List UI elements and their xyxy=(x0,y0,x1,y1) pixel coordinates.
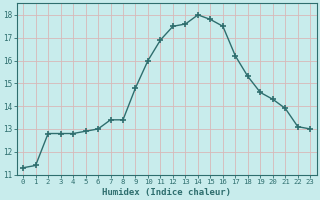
X-axis label: Humidex (Indice chaleur): Humidex (Indice chaleur) xyxy=(102,188,231,197)
